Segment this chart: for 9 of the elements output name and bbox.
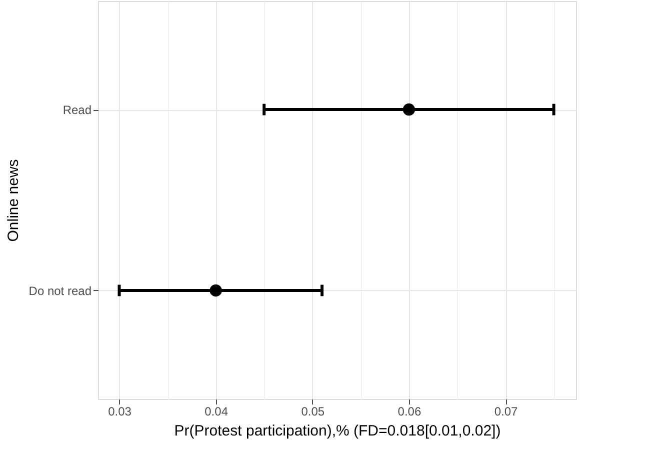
y-tick-label: Do not read — [28, 284, 92, 298]
x-tick-label: 0.05 — [301, 404, 325, 418]
x-axis-title: Pr(Protest participation),% (FD=0.018[0.01,0.02]) — [174, 422, 501, 440]
y-axis-title: Online news — [4, 159, 22, 242]
x-tick-label: 0.06 — [398, 404, 422, 418]
x-tick-label: 0.07 — [494, 404, 518, 418]
y-tick-label: Read — [62, 103, 92, 118]
x-tick-label: 0.04 — [204, 404, 228, 418]
x-tick-label: 0.03 — [108, 404, 132, 418]
